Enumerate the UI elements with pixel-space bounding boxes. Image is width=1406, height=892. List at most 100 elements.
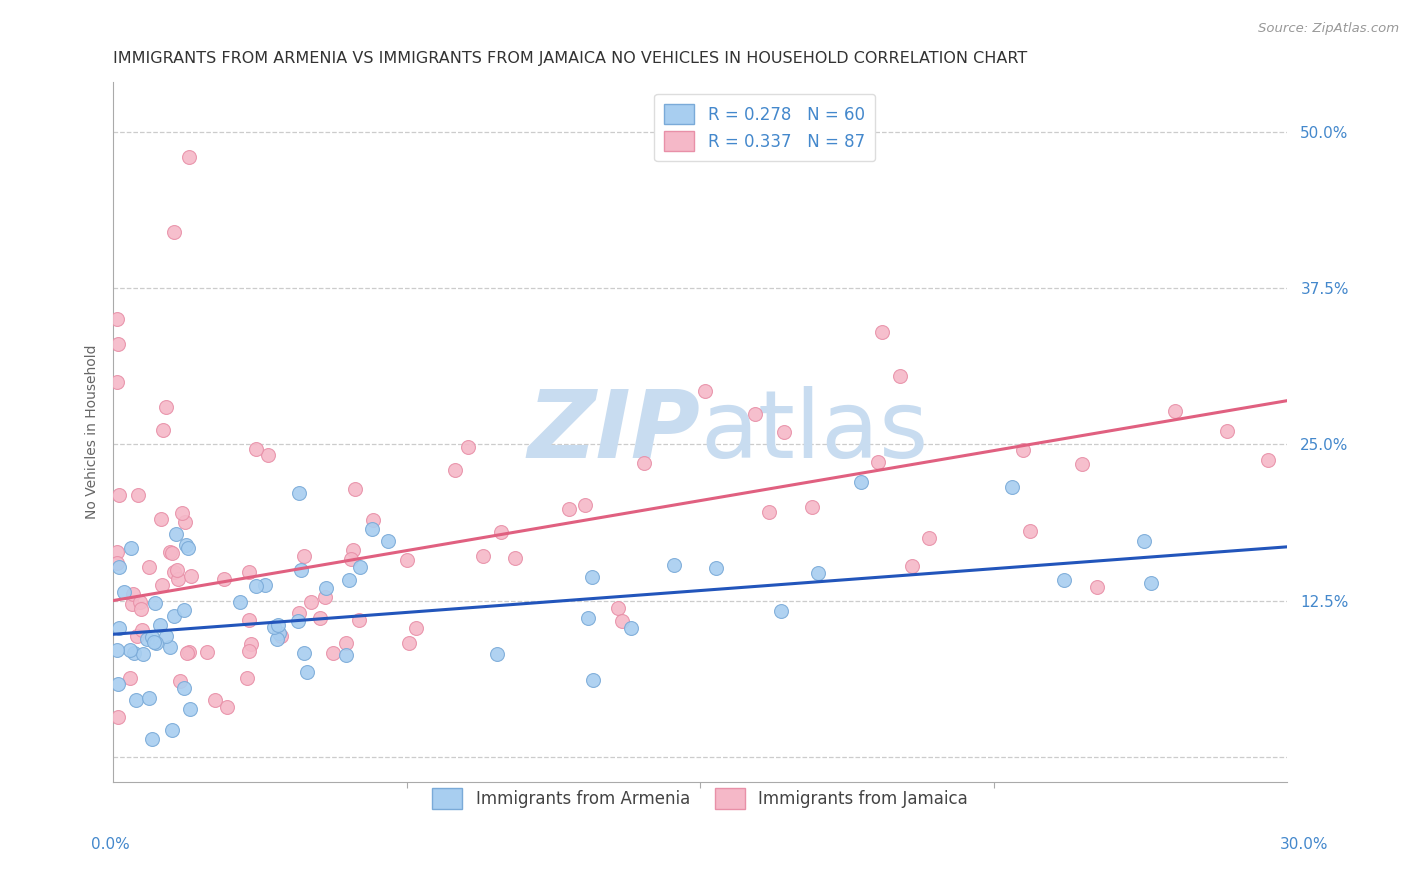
Point: [807, 566, 830, 580]
Point: [238, 613, 260, 627]
Text: IMMIGRANTS FROM ARMENIA VS IMMIGRANTS FROM JAMAICA NO VEHICLES IN HOUSEHOLD CORR: IMMIGRANTS FROM ARMENIA VS IMMIGRANTS FR…: [114, 51, 1028, 66]
Point: [335, 648, 357, 662]
Text: atlas: atlas: [700, 386, 928, 478]
Point: [105, 312, 128, 326]
Point: [574, 498, 596, 512]
Point: [155, 629, 177, 643]
Point: [576, 611, 599, 625]
Point: [314, 590, 336, 604]
Point: [107, 710, 129, 724]
Point: [290, 563, 312, 577]
Point: [558, 501, 581, 516]
Point: [337, 573, 360, 587]
Point: [800, 500, 823, 515]
Point: [108, 487, 131, 501]
Point: [152, 577, 174, 591]
Point: [120, 541, 142, 556]
Point: [129, 595, 152, 609]
Point: [177, 150, 200, 164]
Point: [105, 545, 128, 559]
Point: [212, 572, 235, 586]
Point: [868, 455, 890, 469]
Point: [108, 559, 131, 574]
Point: [396, 553, 419, 567]
Point: [107, 337, 129, 351]
Point: [204, 693, 226, 707]
Point: [889, 369, 911, 384]
Point: [107, 677, 129, 691]
Point: [917, 531, 939, 545]
Point: [581, 569, 603, 583]
Point: [245, 578, 267, 592]
Text: 0.0%: 0.0%: [91, 837, 131, 852]
Point: [120, 671, 142, 685]
Point: [155, 400, 177, 414]
Point: [166, 572, 188, 586]
Point: [160, 546, 183, 560]
Point: [457, 441, 479, 455]
Point: [340, 552, 363, 566]
Legend: Immigrants from Armenia, Immigrants from Jamaica: Immigrants from Armenia, Immigrants from…: [426, 781, 974, 815]
Point: [361, 513, 384, 527]
Point: [254, 578, 277, 592]
Point: [173, 603, 195, 617]
Point: [152, 423, 174, 437]
Point: [121, 597, 143, 611]
Point: [299, 594, 322, 608]
Point: [138, 690, 160, 705]
Point: [744, 407, 766, 421]
Point: [180, 569, 202, 583]
Point: [288, 486, 311, 500]
Point: [174, 516, 197, 530]
Text: 30.0%: 30.0%: [1281, 837, 1329, 852]
Text: Source: ZipAtlas.com: Source: ZipAtlas.com: [1258, 22, 1399, 36]
Point: [127, 488, 149, 502]
Point: [163, 608, 186, 623]
Point: [160, 723, 183, 737]
Point: [136, 632, 159, 647]
Point: [704, 561, 727, 575]
Point: [122, 587, 145, 601]
Point: [610, 615, 633, 629]
Point: [1257, 453, 1279, 467]
Point: [315, 581, 337, 595]
Point: [343, 483, 366, 497]
Point: [174, 538, 197, 552]
Point: [145, 636, 167, 650]
Point: [238, 565, 260, 579]
Point: [633, 457, 655, 471]
Point: [143, 635, 166, 649]
Point: [217, 699, 239, 714]
Point: [138, 559, 160, 574]
Point: [1053, 573, 1076, 587]
Point: [288, 606, 311, 620]
Point: [159, 640, 181, 655]
Point: [141, 630, 163, 644]
Point: [238, 644, 260, 658]
Point: [141, 731, 163, 746]
Point: [582, 673, 605, 687]
Point: [1019, 524, 1042, 539]
Point: [197, 645, 219, 659]
Point: [169, 673, 191, 688]
Point: [335, 636, 357, 650]
Point: [131, 623, 153, 637]
Point: [349, 560, 371, 574]
Point: [159, 545, 181, 559]
Point: [342, 543, 364, 558]
Point: [149, 617, 172, 632]
Point: [1001, 480, 1024, 494]
Point: [108, 621, 131, 635]
Point: [245, 442, 267, 457]
Point: [239, 637, 262, 651]
Point: [176, 541, 198, 555]
Point: [758, 505, 780, 519]
Point: [849, 475, 872, 489]
Y-axis label: No Vehicles in Household: No Vehicles in Household: [86, 344, 100, 519]
Point: [149, 511, 172, 525]
Point: [901, 559, 924, 574]
Point: [287, 614, 309, 628]
Point: [471, 549, 494, 564]
Point: [179, 645, 201, 659]
Point: [112, 585, 135, 599]
